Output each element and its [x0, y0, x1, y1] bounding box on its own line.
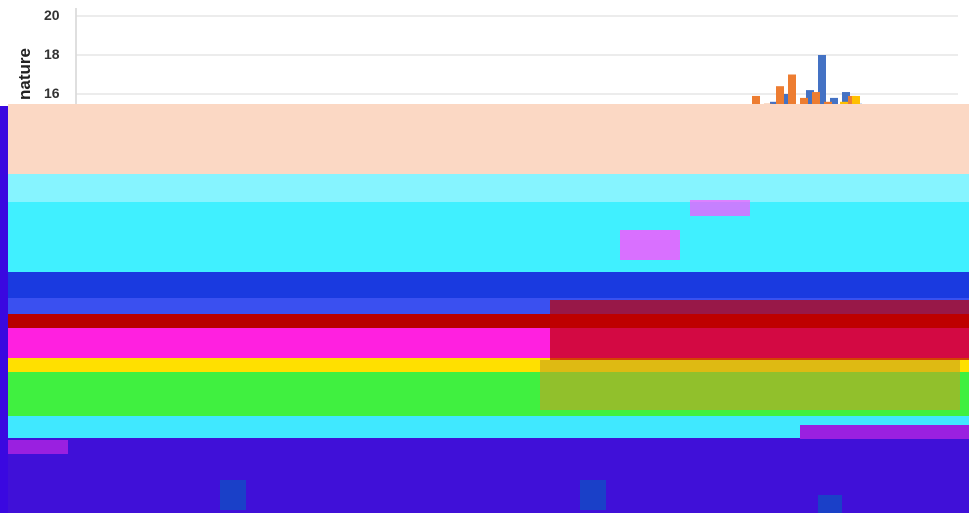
y-axis-label: nature	[15, 48, 34, 100]
y-tick-label: 18	[44, 46, 60, 62]
y-tick-label: 20	[44, 7, 60, 23]
glitch-artifact-region	[8, 104, 969, 513]
y-tick-label: 16	[44, 85, 60, 101]
plot-background	[0, 0, 969, 106]
